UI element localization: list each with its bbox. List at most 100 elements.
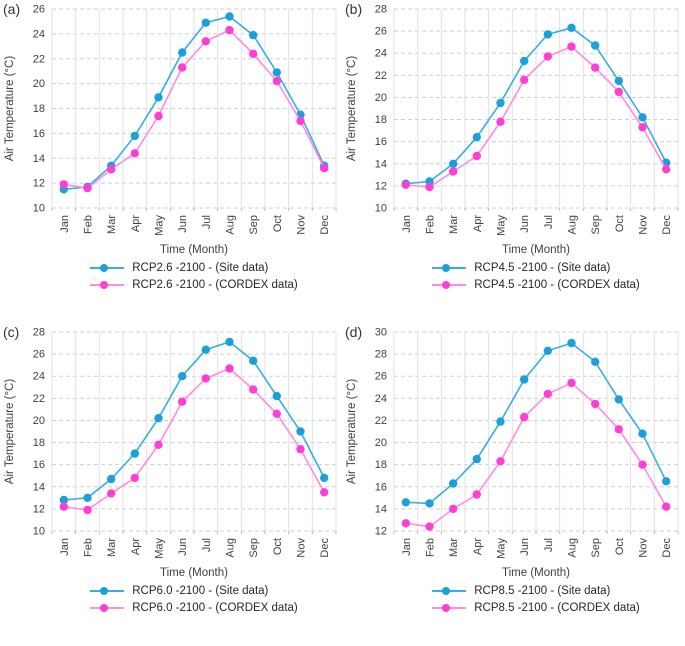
legend-label: RCP4.5 -2100 - (Site data) <box>474 262 611 274</box>
line-marker-icon <box>432 280 467 290</box>
y-tick-label: 26 <box>33 4 45 16</box>
y-tick-label: 22 <box>33 53 45 65</box>
legend-label: RCP8.5 -2100 - (CORDEX data) <box>474 602 640 614</box>
x-tick-label: Mar <box>106 538 118 557</box>
chart-b: 10 12 14 16 18 20 22 24 26 28 Jan Feb Mar Apr May Jun Ju… <box>342 0 684 243</box>
data-point <box>567 338 576 348</box>
data-point <box>249 385 258 394</box>
x-tick-label: Feb <box>83 538 95 557</box>
x-tick-label: Dec <box>661 538 673 558</box>
x-tick-label: Jul <box>201 215 213 229</box>
y-tick-label: 24 <box>33 371 45 383</box>
data-point <box>272 68 281 77</box>
legend-item-site: RCP6.0 -2100 - (Site data) <box>90 585 298 597</box>
x-tick-label: Dec <box>319 538 331 558</box>
series-line <box>405 342 667 505</box>
line-marker-icon <box>90 263 125 273</box>
data-point <box>591 357 600 366</box>
x-tick-label: Oct <box>272 215 284 232</box>
data-point <box>154 93 163 102</box>
data-point <box>543 30 552 39</box>
legend-item-cordex: RCP2.6 -2100 - (CORDEX data) <box>90 279 298 291</box>
y-tick-label: 20 <box>33 415 45 427</box>
y-axis-title: Air Temperature (°C) <box>346 379 358 485</box>
legend-a: RCP2.6 -2100 - (Site data) RCP2.6 -2100 … <box>52 262 336 291</box>
x-tick-label: Sep <box>248 538 260 558</box>
x-tick-label: Jun <box>519 538 531 556</box>
data-point <box>662 165 671 174</box>
x-tick-label: Jan <box>401 538 413 556</box>
legend-label: RCP8.5 -2100 - (Site data) <box>474 585 611 597</box>
x-tick-label: Jan <box>59 215 71 233</box>
x-tick-label: May <box>154 215 166 236</box>
x-tick-label: Nov <box>638 538 650 558</box>
x-tick-label: Aug <box>225 215 237 235</box>
data-point <box>425 499 434 508</box>
legend-item-cordex: RCP4.5 -2100 - (CORDEX data) <box>432 279 640 291</box>
data-point <box>201 18 210 27</box>
x-tick-label: Feb <box>425 538 437 557</box>
y-axis-title: Air Temperature (°C) <box>4 379 16 485</box>
y-tick-label: 10 <box>375 203 387 215</box>
x-tick-label: Nov <box>296 538 308 558</box>
data-point <box>272 391 281 401</box>
y-tick-label: 12 <box>375 526 387 538</box>
data-point <box>296 427 305 436</box>
data-point <box>178 397 187 406</box>
x-tick-label: Jul <box>201 538 213 552</box>
x-tick-label: Feb <box>83 215 95 234</box>
data-point <box>614 76 623 86</box>
data-point <box>425 522 434 531</box>
data-point <box>496 98 505 108</box>
panel-b-label: (b) <box>345 1 363 17</box>
data-point <box>59 180 68 189</box>
data-point <box>320 488 329 497</box>
series-line <box>405 26 667 185</box>
x-tick-label: May <box>496 538 508 559</box>
x-tick-label: Dec <box>319 215 331 235</box>
legend-label: RCP6.0 -2100 - (Site data) <box>132 585 269 597</box>
data-point <box>567 42 576 51</box>
data-point <box>107 165 116 174</box>
legend-d: RCP8.5 -2100 - (Site data) RCP8.5 -2100 … <box>394 585 678 614</box>
data-point <box>296 445 305 454</box>
data-point <box>178 372 187 381</box>
y-tick-label: 12 <box>33 503 45 515</box>
data-point <box>638 123 647 132</box>
data-point <box>496 417 505 426</box>
x-tick-label: Aug <box>567 538 579 558</box>
data-point <box>591 399 600 409</box>
data-point <box>567 23 576 32</box>
line-chart: 10 12 14 16 18 20 22 24 26 28 Jan Feb Mar Apr May Jun Ju… <box>4 327 337 559</box>
y-tick-label: 14 <box>375 503 387 515</box>
data-point <box>638 429 647 438</box>
legend-item-cordex: RCP8.5 -2100 - (CORDEX data) <box>432 602 640 614</box>
y-tick-label: 18 <box>375 114 387 126</box>
x-tick-label: Sep <box>590 215 602 235</box>
data-point <box>249 49 258 58</box>
data-point <box>178 63 187 72</box>
y-tick-label: 14 <box>33 153 45 165</box>
y-tick-label: 12 <box>375 180 387 192</box>
legend-label: RCP4.5 -2100 - (CORDEX data) <box>474 279 640 291</box>
y-tick-label: 26 <box>375 26 387 38</box>
panel-d: (d) 12 14 16 18 20 22 24 26 28 30 Jan Feb Mar Apr May J… <box>342 323 685 646</box>
data-point <box>425 182 434 192</box>
x-tick-label: May <box>496 215 508 236</box>
data-point <box>591 63 600 72</box>
y-tick-label: 26 <box>33 349 45 361</box>
x-axis-title: Time (Month) <box>160 567 228 579</box>
data-point <box>520 75 529 85</box>
data-point <box>130 131 139 141</box>
y-tick-label: 16 <box>33 459 45 471</box>
x-tick-label: Jan <box>401 215 413 233</box>
data-point <box>201 37 210 46</box>
legend-c: RCP6.0 -2100 - (Site data) RCP6.0 -2100 … <box>52 585 336 614</box>
data-point <box>449 504 458 514</box>
data-point <box>130 473 139 483</box>
x-tick-label: Mar <box>448 215 460 234</box>
data-point <box>59 495 68 505</box>
x-tick-label: Jun <box>177 538 189 556</box>
x-tick-label: Oct <box>614 538 626 555</box>
y-tick-label: 24 <box>375 48 387 60</box>
